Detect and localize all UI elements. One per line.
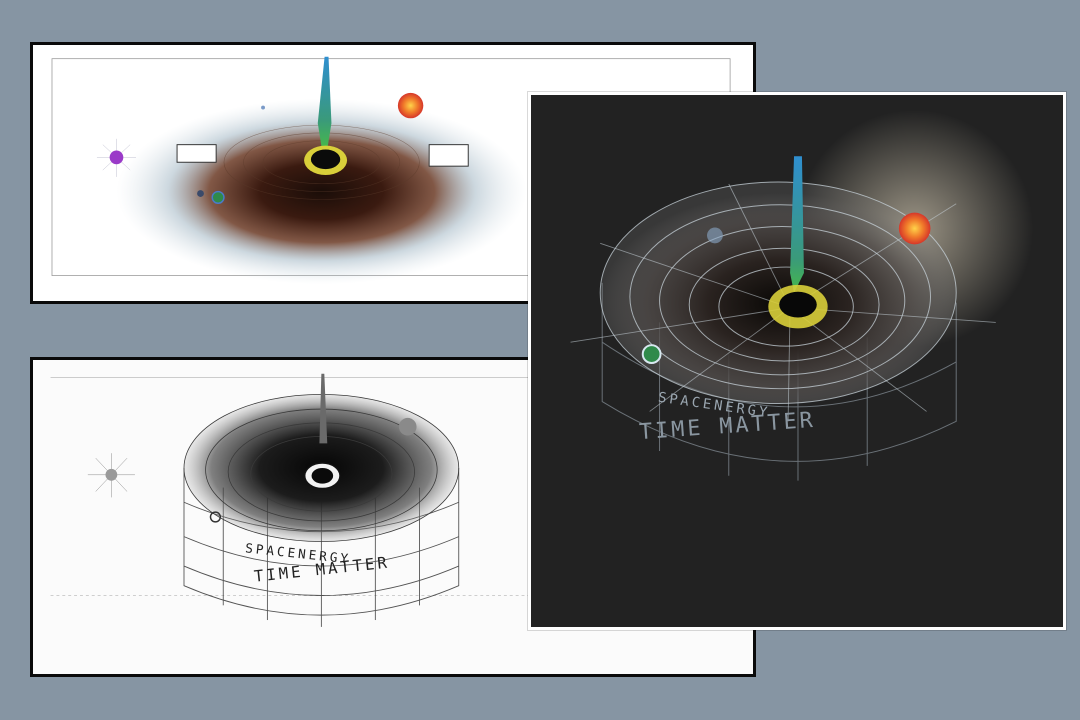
small-planet-dark <box>197 190 204 197</box>
black-hole-core <box>310 149 341 170</box>
sketched-star-left <box>87 453 135 498</box>
purple-planet <box>96 138 137 177</box>
red-star <box>397 92 424 119</box>
black-hole-core <box>311 467 334 484</box>
small-planet-green <box>641 344 662 364</box>
small-planet-green <box>211 190 225 205</box>
digital-painting-canvas: SPACENERGY TIME MATTER <box>570 109 1034 481</box>
tiny-moon <box>261 105 265 110</box>
jet-stream <box>319 373 328 444</box>
blank-box-left <box>176 144 217 163</box>
jet-stream <box>317 56 332 148</box>
faint-planet <box>707 227 723 244</box>
black-hole-core <box>779 291 817 318</box>
digital-painting-artwork: SPACENERGY TIME MATTER <box>528 92 1066 630</box>
lettering-time-matter: TIME MATTER <box>638 408 816 445</box>
small-planet-sketch <box>209 511 222 523</box>
sketched-star-right <box>398 417 417 436</box>
red-star <box>898 212 931 245</box>
radial-spokes <box>570 183 996 422</box>
blank-box-right <box>428 144 469 167</box>
colored-pencil-canvas <box>51 56 731 285</box>
jet-stream <box>790 156 804 293</box>
funnel-rings <box>599 181 957 405</box>
